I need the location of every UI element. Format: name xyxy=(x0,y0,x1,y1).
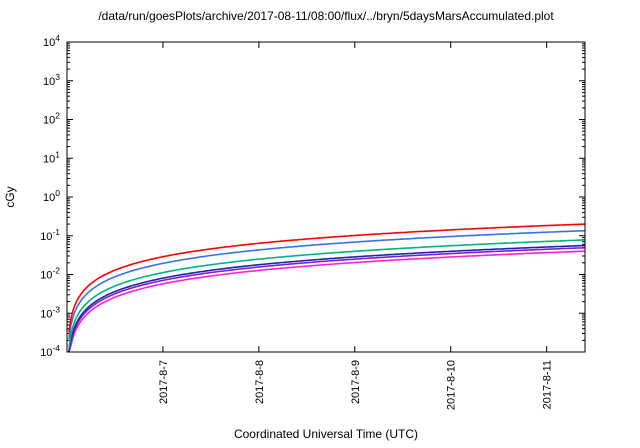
y-tick-label: 10-3 xyxy=(40,304,60,320)
series-group xyxy=(68,223,585,352)
series-line-magenta xyxy=(68,250,585,352)
x-tick-label: 2017-8-10 xyxy=(446,360,458,410)
y-tick-label: 10-2 xyxy=(40,266,60,282)
x-axis-label: Coordinated Universal Time (UTC) xyxy=(234,427,418,441)
x-tick-label: 2017-8-8 xyxy=(254,360,266,404)
series-line-teal xyxy=(68,239,585,349)
y-tick-label: 100 xyxy=(43,188,60,204)
x-tick-label: 2017-8-7 xyxy=(158,360,170,404)
y-tick-label: 10-1 xyxy=(40,227,60,243)
series-line-blue xyxy=(68,229,585,340)
plot-border xyxy=(66,41,586,353)
plot-title: /data/run/goesPlots/archive/2017-08-11/0… xyxy=(98,9,554,23)
y-tick-label: 101 xyxy=(43,149,60,165)
y-tick-label: 104 xyxy=(43,33,60,49)
y-tick-label: 102 xyxy=(43,111,60,127)
plot-background xyxy=(67,42,585,352)
y-tick-label: 103 xyxy=(43,72,60,88)
series-line-violet xyxy=(68,247,585,352)
x-tick-label: 2017-8-11 xyxy=(542,360,554,409)
series-line-red xyxy=(68,223,585,333)
y-axis-label: cGy xyxy=(3,186,17,207)
plot-frame: 10-4 10-3 10-2 10-1 100 101 102 103 104 2017-8-7 2… xyxy=(40,33,586,410)
series-line-navy xyxy=(68,244,585,352)
y-tick-label: 10-4 xyxy=(40,343,60,359)
x-tick-label: 2017-8-9 xyxy=(350,360,362,404)
